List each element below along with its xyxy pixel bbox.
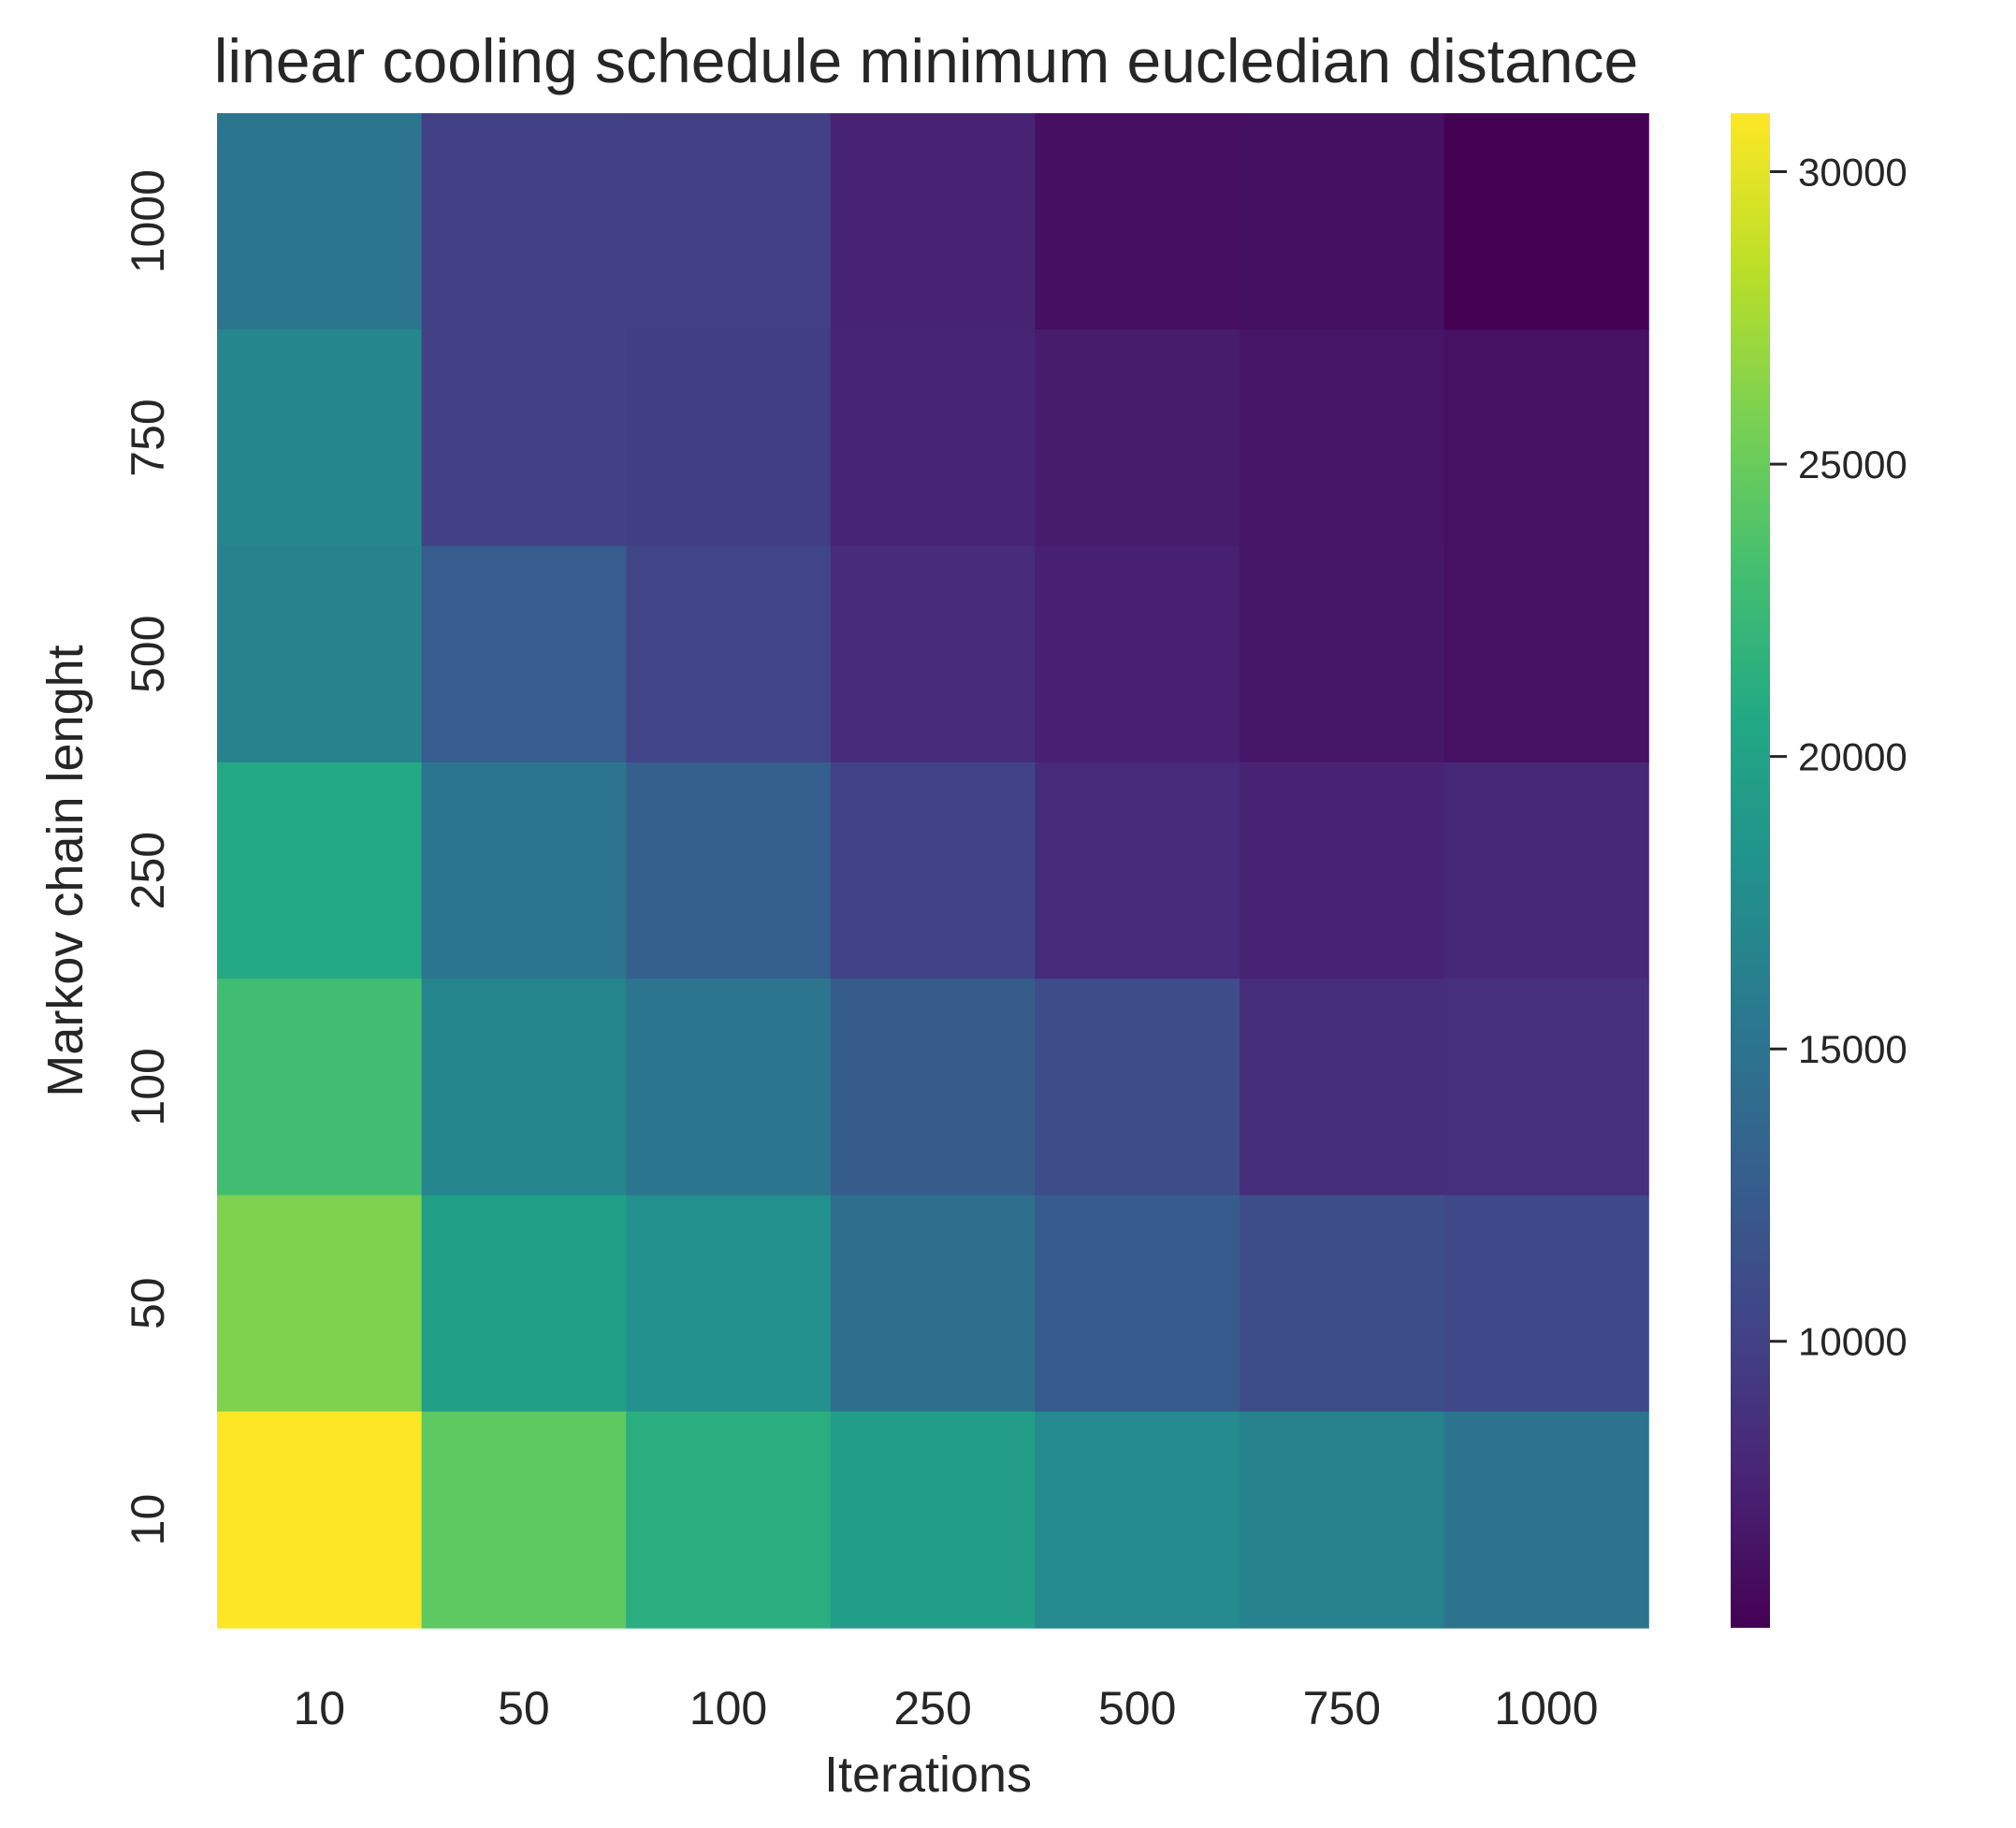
y-tick-label: 750 bbox=[122, 399, 174, 476]
colorbar-tick-label: 20000 bbox=[1798, 735, 1907, 779]
colorbar-tick-label: 10000 bbox=[1798, 1320, 1907, 1364]
y-tick-label: 10 bbox=[122, 1494, 174, 1546]
heatmap-cell bbox=[626, 545, 832, 763]
heatmap-cell bbox=[626, 1195, 832, 1413]
x-axis-title: Iterations bbox=[824, 1747, 1032, 1803]
heatmap-cell bbox=[421, 1411, 627, 1629]
y-tick-label: 50 bbox=[122, 1277, 174, 1329]
heatmap-cell bbox=[830, 1195, 1036, 1413]
heatmap-cells bbox=[217, 113, 1649, 1629]
heatmap-cell bbox=[830, 1411, 1036, 1629]
heatmap-cell bbox=[1443, 113, 1649, 330]
heatmap-cell bbox=[626, 762, 832, 979]
heatmap-cell bbox=[1035, 545, 1240, 763]
heatmap-cell bbox=[421, 979, 627, 1197]
chart-title: linear cooling schedule minimum eucledia… bbox=[214, 26, 1639, 95]
heatmap-cell bbox=[217, 762, 423, 979]
x-tick-label: 750 bbox=[1303, 1682, 1381, 1734]
heatmap-cell bbox=[1240, 1195, 1445, 1413]
y-axis-title: Markov chain lenght bbox=[37, 645, 94, 1096]
heatmap-cell bbox=[626, 979, 832, 1197]
heatmap-cell bbox=[217, 979, 423, 1197]
heatmap-cell bbox=[830, 545, 1036, 763]
heatmap-cell bbox=[217, 113, 423, 330]
y-tick-label: 500 bbox=[122, 616, 174, 693]
heatmap-cell bbox=[1443, 1411, 1649, 1629]
heatmap-cell bbox=[626, 1411, 832, 1629]
heatmap-cell bbox=[626, 329, 832, 547]
x-tick-label: 10 bbox=[293, 1682, 345, 1734]
heatmap-cell bbox=[421, 329, 627, 547]
heatmap-cell bbox=[421, 1195, 627, 1413]
colorbar bbox=[1731, 113, 1770, 1628]
colorbar-tick-label: 25000 bbox=[1798, 442, 1907, 486]
x-tick-label: 50 bbox=[498, 1682, 550, 1734]
heatmap-cell bbox=[1240, 1411, 1445, 1629]
heatmap-cell bbox=[830, 979, 1036, 1197]
y-tick-label: 100 bbox=[122, 1048, 174, 1125]
y-tick-label: 1000 bbox=[122, 169, 174, 273]
heatmap-cell bbox=[217, 545, 423, 763]
y-tick-labels: 1000 750 500 250 100 50 10 bbox=[122, 169, 174, 1545]
x-tick-label: 1000 bbox=[1494, 1682, 1598, 1734]
heatmap-cell bbox=[217, 1411, 423, 1629]
heatmap-cell bbox=[1240, 762, 1445, 979]
heatmap-cell bbox=[1035, 1195, 1240, 1413]
heatmap-cell bbox=[421, 762, 627, 979]
heatmap-cell bbox=[1443, 545, 1649, 763]
heatmap-cell bbox=[830, 113, 1036, 330]
heatmap-cell bbox=[1035, 329, 1240, 547]
x-tick-label: 100 bbox=[689, 1682, 767, 1734]
x-tick-label: 500 bbox=[1098, 1682, 1176, 1734]
x-tick-label: 250 bbox=[893, 1682, 971, 1734]
heatmap-cell bbox=[217, 1195, 423, 1413]
heatmap-cell bbox=[1443, 329, 1649, 547]
heatmap-cell bbox=[1240, 979, 1445, 1197]
x-tick-labels: 10 50 100 250 500 750 1000 bbox=[293, 1682, 1598, 1734]
heatmap-cell bbox=[1443, 1195, 1649, 1413]
heatmap-cell bbox=[830, 329, 1036, 547]
heatmap-cell bbox=[1240, 545, 1445, 763]
heatmap-cell bbox=[1443, 979, 1649, 1197]
heatmap-cell bbox=[626, 113, 832, 330]
colorbar-tick-label: 30000 bbox=[1798, 151, 1907, 195]
heatmap-cell bbox=[1035, 979, 1240, 1197]
heatmap-cell bbox=[830, 762, 1036, 979]
heatmap-cell bbox=[1240, 329, 1445, 547]
heatmap-cell bbox=[1035, 1411, 1240, 1629]
heatmap-cell bbox=[1240, 113, 1445, 330]
heatmap-cell bbox=[421, 545, 627, 763]
y-tick-label: 250 bbox=[122, 832, 174, 909]
colorbar-ticks: 10000 15000 20000 25000 30000 bbox=[1770, 151, 1907, 1364]
heatmap-cell bbox=[1035, 113, 1240, 330]
colorbar-tick-label: 15000 bbox=[1798, 1027, 1907, 1071]
heatmap-cell bbox=[421, 113, 627, 330]
heatmap-cell bbox=[217, 329, 423, 547]
heatmap-cell bbox=[1443, 762, 1649, 979]
heatmap-cell bbox=[1035, 762, 1240, 979]
